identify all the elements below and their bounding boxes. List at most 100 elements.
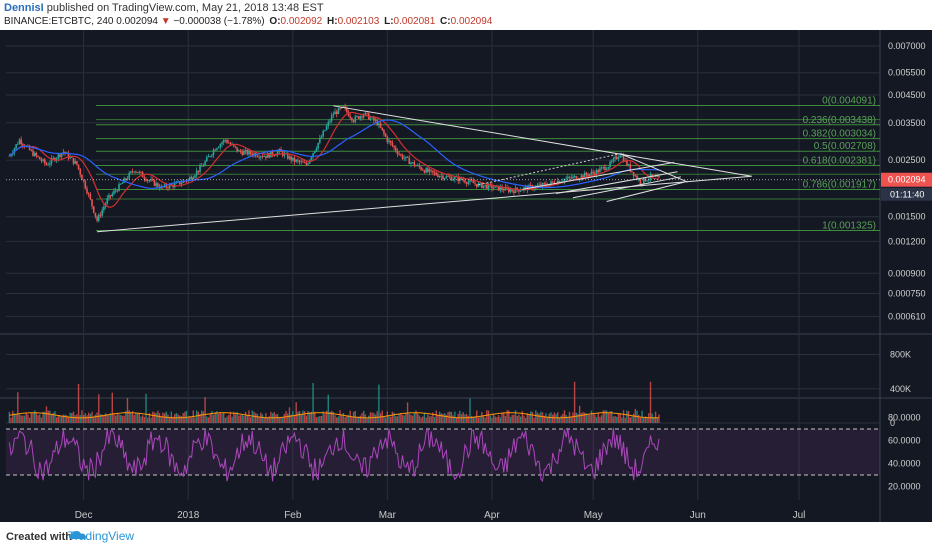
candle-body [69, 157, 71, 159]
volume-bar [494, 416, 497, 423]
volume-bar [443, 413, 446, 423]
volume-bar [629, 417, 631, 423]
candle-body [293, 157, 296, 162]
candle-body [513, 191, 515, 193]
volume-bar [342, 413, 345, 423]
volume-bar [128, 410, 130, 423]
chart-area[interactable]: Dec 2018 Feb Mar Apr May Jun Jul 0.007000 0.00550… [0, 30, 932, 522]
volume-bar [15, 414, 17, 423]
volume-bar [229, 411, 232, 423]
symbol-label: BINANCE:ETCBTC, 240 [4, 16, 114, 27]
volume-bar [470, 416, 473, 423]
volume-bar [384, 417, 387, 423]
candle-body [577, 179, 579, 181]
volume-bar [197, 411, 200, 423]
volume-bar [422, 416, 424, 423]
volume-bar [435, 410, 437, 423]
volume-bar [533, 417, 535, 423]
candle-body [47, 164, 49, 166]
candle-body [135, 171, 137, 173]
volume-bar [207, 417, 210, 423]
volume-bar [516, 415, 518, 423]
volume-bar [487, 410, 490, 423]
candle-body [121, 182, 124, 184]
candle-body [551, 181, 554, 183]
volume-bar [580, 413, 583, 423]
candle-body [450, 176, 453, 181]
volume-bar [594, 414, 596, 423]
candle-body [646, 180, 648, 182]
candle-body [479, 182, 481, 184]
volume-bar [241, 414, 243, 423]
down-arrow-icon: ▼ [160, 16, 171, 27]
volume-bar [565, 414, 567, 423]
volume-bar [33, 410, 36, 423]
volume-ma-line [9, 412, 660, 419]
volume-bar [646, 416, 648, 423]
volume-bar [472, 417, 475, 423]
volume-bar [266, 417, 269, 423]
candle-body [103, 206, 105, 211]
tradingview-link[interactable]: TradingView [68, 529, 134, 543]
volume-bar [575, 412, 577, 423]
chart-svg[interactable]: Dec 2018 Feb Mar Apr May Jun Jul 0.007000 0.00550… [0, 30, 932, 522]
current-price-label: 0.002094 [888, 175, 926, 185]
volume-bar [194, 417, 196, 423]
candle-body [216, 148, 218, 150]
candle-body [42, 159, 44, 161]
volume-bar [310, 411, 313, 423]
candle-body [408, 157, 411, 165]
candle-body [30, 149, 33, 151]
volume-bar [524, 417, 527, 423]
volume-bar [295, 402, 297, 423]
volume-bar [261, 414, 264, 423]
volume-bar [622, 410, 625, 423]
volume-bar [104, 413, 107, 423]
volume-bar [327, 394, 329, 423]
volume-bar [632, 413, 635, 423]
candle-body [457, 176, 459, 182]
candle-body [342, 106, 345, 108]
candle-body [386, 136, 389, 142]
volume-bar [584, 412, 586, 423]
candle-body [378, 123, 380, 126]
candle-body [37, 155, 39, 157]
candle-body [130, 171, 132, 173]
volume-bar [546, 416, 549, 423]
fib-level-label: 1(0.001325) [822, 220, 876, 231]
volume-bar [379, 413, 382, 423]
author-name[interactable]: DennisI [4, 2, 44, 14]
volume-bar [217, 413, 220, 423]
volume-bar [595, 417, 598, 423]
candle-body [632, 172, 635, 177]
price-tick-label: 0.000900 [888, 268, 926, 278]
price-tick-label: 0.001500 [888, 212, 926, 222]
volume-bar [212, 414, 215, 423]
volume-bar [526, 413, 529, 423]
trendline-lower [97, 175, 752, 233]
volume-bar [477, 417, 480, 423]
volume-bar [39, 414, 41, 423]
volume-bar [460, 414, 463, 423]
volume-bar [545, 413, 547, 423]
volume-bar [141, 415, 144, 423]
candle-body [212, 149, 215, 155]
x-tick-label: 2018 [177, 510, 200, 521]
volume-bar [644, 416, 647, 423]
candle-body [15, 144, 17, 149]
volume-bar [602, 410, 604, 423]
volume-bar [631, 416, 633, 423]
candle-body [50, 158, 53, 164]
volume-bar [55, 417, 58, 423]
volume-bar [619, 413, 621, 423]
volume-bar [600, 415, 603, 423]
candle-body [504, 187, 507, 191]
candle-body [604, 166, 606, 171]
volume-bar [357, 416, 360, 423]
candle-body [486, 184, 488, 189]
tradingview-cloud-icon [69, 530, 87, 539]
x-tick-label: Apr [484, 510, 500, 521]
volume-bar [180, 416, 183, 423]
volume-bar [145, 393, 147, 423]
candle-body [195, 170, 198, 176]
